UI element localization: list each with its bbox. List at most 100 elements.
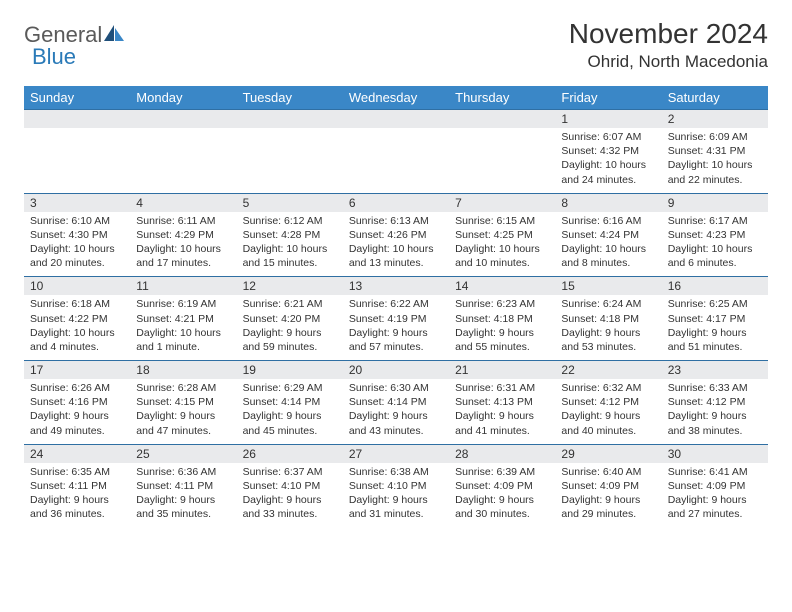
day-number: 17 (24, 361, 130, 379)
day-line: Sunrise: 6:40 AM (561, 465, 655, 479)
day-line: Sunrise: 6:24 AM (561, 297, 655, 311)
day-number: 30 (662, 445, 768, 463)
day-line: and 20 minutes. (30, 256, 124, 270)
day-number: 2 (662, 110, 768, 128)
day-line: Sunrise: 6:13 AM (349, 214, 443, 228)
day-line: Sunset: 4:09 PM (668, 479, 762, 493)
day-cell: 17Sunrise: 6:26 AMSunset: 4:16 PMDayligh… (24, 361, 130, 445)
day-cell: 25Sunrise: 6:36 AMSunset: 4:11 PMDayligh… (130, 444, 236, 527)
day-line: Sunrise: 6:21 AM (243, 297, 337, 311)
day-line: Daylight: 9 hours (561, 493, 655, 507)
day-number: 22 (555, 361, 661, 379)
day-line: Daylight: 9 hours (243, 409, 337, 423)
day-line: Sunset: 4:11 PM (30, 479, 124, 493)
day-cell (449, 110, 555, 194)
day-line: Sunset: 4:19 PM (349, 312, 443, 326)
day-cell (130, 110, 236, 194)
day-number: 12 (237, 277, 343, 295)
day-content: Sunrise: 6:23 AMSunset: 4:18 PMDaylight:… (449, 295, 555, 360)
day-line: Daylight: 9 hours (136, 493, 230, 507)
dayhead-wed: Wednesday (343, 86, 449, 110)
week-row: 3Sunrise: 6:10 AMSunset: 4:30 PMDaylight… (24, 193, 768, 277)
day-line: and 35 minutes. (136, 507, 230, 521)
day-line: Sunset: 4:12 PM (668, 395, 762, 409)
day-line: Sunrise: 6:37 AM (243, 465, 337, 479)
day-line: Daylight: 10 hours (243, 242, 337, 256)
day-line: Sunset: 4:11 PM (136, 479, 230, 493)
day-number: 25 (130, 445, 236, 463)
day-line: Daylight: 9 hours (668, 409, 762, 423)
day-line: Sunset: 4:29 PM (136, 228, 230, 242)
day-content: Sunrise: 6:36 AMSunset: 4:11 PMDaylight:… (130, 463, 236, 528)
day-line: and 17 minutes. (136, 256, 230, 270)
day-number (130, 110, 236, 128)
day-line: Daylight: 10 hours (30, 326, 124, 340)
day-cell: 13Sunrise: 6:22 AMSunset: 4:19 PMDayligh… (343, 277, 449, 361)
day-line: Sunrise: 6:26 AM (30, 381, 124, 395)
day-line: and 59 minutes. (243, 340, 337, 354)
day-content (24, 128, 130, 186)
day-line: Daylight: 10 hours (136, 326, 230, 340)
day-line: Daylight: 10 hours (30, 242, 124, 256)
header: General November 2024 Ohrid, North Maced… (24, 18, 768, 72)
day-line: and 55 minutes. (455, 340, 549, 354)
location: Ohrid, North Macedonia (569, 52, 768, 72)
day-line: Sunrise: 6:22 AM (349, 297, 443, 311)
day-line: Sunset: 4:09 PM (455, 479, 549, 493)
day-line: and 22 minutes. (668, 173, 762, 187)
day-content (343, 128, 449, 186)
day-cell: 22Sunrise: 6:32 AMSunset: 4:12 PMDayligh… (555, 361, 661, 445)
day-line: Daylight: 10 hours (136, 242, 230, 256)
calendar-table: Sunday Monday Tuesday Wednesday Thursday… (24, 86, 768, 527)
day-line: and 41 minutes. (455, 424, 549, 438)
day-line: Sunset: 4:15 PM (136, 395, 230, 409)
week-row: 24Sunrise: 6:35 AMSunset: 4:11 PMDayligh… (24, 444, 768, 527)
day-number: 29 (555, 445, 661, 463)
day-content: Sunrise: 6:37 AMSunset: 4:10 PMDaylight:… (237, 463, 343, 528)
day-line: Sunrise: 6:23 AM (455, 297, 549, 311)
day-line: Sunrise: 6:36 AM (136, 465, 230, 479)
day-line: Sunset: 4:31 PM (668, 144, 762, 158)
day-line: Sunrise: 6:07 AM (561, 130, 655, 144)
day-line: and 1 minute. (136, 340, 230, 354)
day-content: Sunrise: 6:35 AMSunset: 4:11 PMDaylight:… (24, 463, 130, 528)
day-cell: 21Sunrise: 6:31 AMSunset: 4:13 PMDayligh… (449, 361, 555, 445)
dayhead-sun: Sunday (24, 86, 130, 110)
day-cell: 1Sunrise: 6:07 AMSunset: 4:32 PMDaylight… (555, 110, 661, 194)
day-line: Daylight: 10 hours (561, 242, 655, 256)
day-number: 10 (24, 277, 130, 295)
day-cell: 16Sunrise: 6:25 AMSunset: 4:17 PMDayligh… (662, 277, 768, 361)
day-line: Sunrise: 6:30 AM (349, 381, 443, 395)
day-line: and 24 minutes. (561, 173, 655, 187)
day-content: Sunrise: 6:11 AMSunset: 4:29 PMDaylight:… (130, 212, 236, 277)
day-line: and 4 minutes. (30, 340, 124, 354)
day-number (237, 110, 343, 128)
day-line: and 13 minutes. (349, 256, 443, 270)
day-cell: 3Sunrise: 6:10 AMSunset: 4:30 PMDaylight… (24, 193, 130, 277)
day-line: and 30 minutes. (455, 507, 549, 521)
day-content: Sunrise: 6:25 AMSunset: 4:17 PMDaylight:… (662, 295, 768, 360)
day-line: Sunrise: 6:39 AM (455, 465, 549, 479)
day-line: Sunrise: 6:38 AM (349, 465, 443, 479)
week-row: 17Sunrise: 6:26 AMSunset: 4:16 PMDayligh… (24, 361, 768, 445)
day-line: and 47 minutes. (136, 424, 230, 438)
day-line: Sunset: 4:17 PM (668, 312, 762, 326)
day-number: 3 (24, 194, 130, 212)
day-content: Sunrise: 6:24 AMSunset: 4:18 PMDaylight:… (555, 295, 661, 360)
day-line: and 8 minutes. (561, 256, 655, 270)
day-line: Sunrise: 6:15 AM (455, 214, 549, 228)
day-number: 1 (555, 110, 661, 128)
day-line: Sunrise: 6:29 AM (243, 381, 337, 395)
day-line: Daylight: 9 hours (668, 326, 762, 340)
day-line: and 49 minutes. (30, 424, 124, 438)
day-content: Sunrise: 6:10 AMSunset: 4:30 PMDaylight:… (24, 212, 130, 277)
day-line: and 29 minutes. (561, 507, 655, 521)
day-cell: 19Sunrise: 6:29 AMSunset: 4:14 PMDayligh… (237, 361, 343, 445)
week-row: 10Sunrise: 6:18 AMSunset: 4:22 PMDayligh… (24, 277, 768, 361)
day-cell: 2Sunrise: 6:09 AMSunset: 4:31 PMDaylight… (662, 110, 768, 194)
day-line: Daylight: 9 hours (455, 326, 549, 340)
day-cell: 11Sunrise: 6:19 AMSunset: 4:21 PMDayligh… (130, 277, 236, 361)
day-line: and 31 minutes. (349, 507, 443, 521)
day-line: Daylight: 9 hours (668, 493, 762, 507)
day-cell: 18Sunrise: 6:28 AMSunset: 4:15 PMDayligh… (130, 361, 236, 445)
